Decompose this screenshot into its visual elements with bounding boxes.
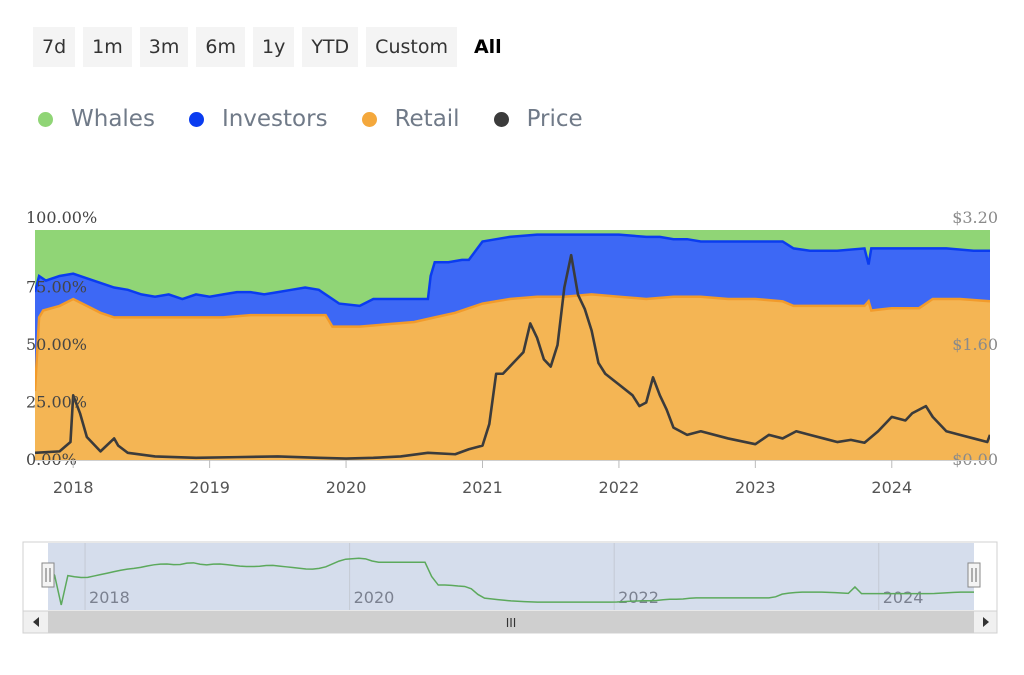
legend-item-investors[interactable]: Investors [188,106,328,132]
scrollbar-grip-label: III [506,616,517,630]
y-left-tick-label: 100.00% [26,208,97,227]
x-tick-label: 2022 [599,478,640,497]
range-button-all[interactable]: All [473,36,502,58]
legend-marker-icon [493,111,509,127]
legend-label: Investors [221,106,328,132]
retail-line [35,293,990,392]
legend-label: Whales [71,106,155,132]
chevron-left-icon[interactable] [33,617,39,627]
retail-area [35,294,990,460]
x-tick-label: 2024 [871,478,912,497]
y-left-tick-label: 75.00% [26,278,87,297]
range-button-6m[interactable]: 6m [196,27,245,67]
range-button-custom[interactable]: Custom [366,27,457,67]
x-tick-label: 2021 [462,478,503,497]
legend-label: Price [526,106,583,132]
y-right-tick-label: $1.60 [952,335,998,354]
x-tick-label: 2020 [326,478,367,497]
investors-line [35,233,990,308]
legend-item-price[interactable]: Price [493,106,583,132]
range-button-1m[interactable]: 1m [83,27,132,67]
range-button-3m[interactable]: 3m [139,27,189,67]
legend-marker-icon [38,111,53,127]
y-left-tick-label: 50.00% [26,335,87,354]
navigator-handle-right[interactable] [967,562,981,588]
handle-body [41,562,55,588]
navigator-label: 2018 [89,588,130,607]
navigator-label: 2024 [883,588,924,607]
navigator-label: 2022 [618,588,659,607]
range-button-1y[interactable]: 1y [252,27,295,67]
range-selector: 7d 1m 3m 6m 1y YTD Custom All [33,27,511,67]
y-left-tick-label: 0.00% [26,450,77,469]
y-right-tick-label: $0.00 [952,450,998,469]
legend-item-whales[interactable]: Whales [38,106,155,132]
scrollbar-thumb[interactable] [48,611,974,633]
y-left-tick-label: 25.00% [26,393,87,412]
range-button-7d[interactable]: 7d [33,27,76,67]
price-line [35,253,990,460]
navigator-series-line [47,557,974,606]
legend-item-retail[interactable]: Retail [361,106,460,132]
navigator-handle-left[interactable] [41,562,55,588]
navigator-selection-mask [48,543,974,610]
x-tick-label: 2023 [735,478,776,497]
investors-area [35,234,990,391]
handle-body [967,562,981,588]
navigator-label: 2020 [354,588,395,607]
legend-marker-icon [188,111,204,127]
chart-legend: Whales Investors Retail Price [38,106,583,132]
legend-label: Retail [394,106,460,132]
x-tick-label: 2019 [189,478,230,497]
x-tick-label: 2018 [53,478,94,497]
chevron-right-icon[interactable] [983,617,989,627]
range-button-ytd[interactable]: YTD [302,27,359,67]
y-right-tick-label: $3.20 [952,208,998,227]
legend-marker-icon [361,111,377,127]
plot-area [35,230,990,460]
